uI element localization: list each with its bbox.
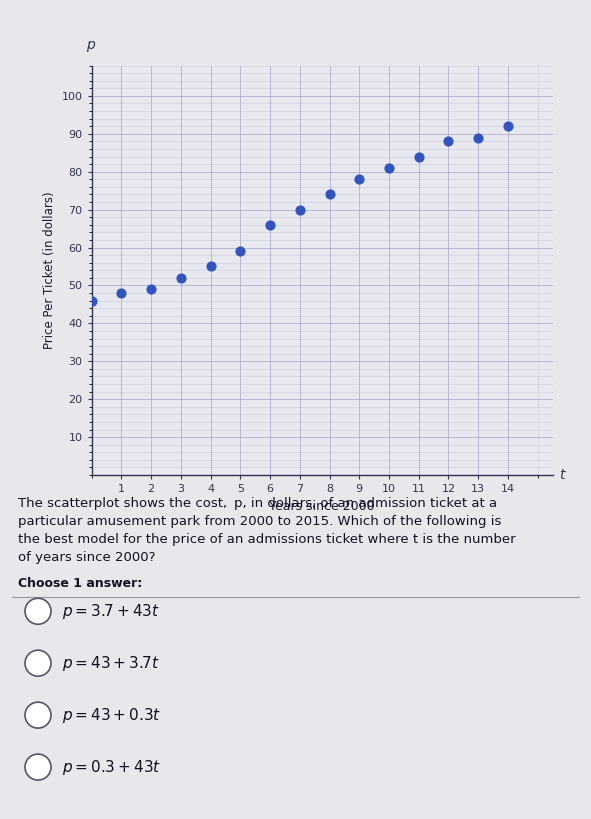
Text: $p = 43 + 0.3t$: $p = 43 + 0.3t$ — [62, 706, 161, 725]
Point — [87, 294, 96, 307]
Point — [295, 203, 304, 216]
Text: $p = 0.3 + 43t$: $p = 0.3 + 43t$ — [62, 758, 161, 776]
Circle shape — [25, 598, 51, 624]
Point — [147, 283, 156, 296]
Text: of years since 2000?: of years since 2000? — [18, 551, 155, 564]
X-axis label: Years since 2000: Years since 2000 — [269, 500, 375, 513]
Text: $p = 43 + 3.7t$: $p = 43 + 3.7t$ — [62, 654, 160, 672]
Text: the best model for the price of an admissions ticket where t is the number: the best model for the price of an admis… — [18, 533, 515, 546]
Circle shape — [25, 650, 51, 676]
Point — [325, 188, 335, 201]
Y-axis label: Price Per Ticket (in dollars): Price Per Ticket (in dollars) — [43, 192, 56, 349]
Text: C: C — [34, 710, 42, 720]
Text: particular amusement park from 2000 to 2015. Which of the following is: particular amusement park from 2000 to 2… — [18, 515, 501, 528]
Text: $t$: $t$ — [558, 468, 566, 482]
Point — [355, 173, 364, 186]
Text: A: A — [34, 606, 42, 616]
Text: Choose 1 answer:: Choose 1 answer: — [18, 577, 142, 590]
Point — [384, 161, 394, 174]
Point — [504, 120, 513, 133]
Point — [206, 260, 215, 273]
Point — [236, 245, 245, 258]
Circle shape — [25, 702, 51, 728]
Point — [414, 150, 424, 163]
Point — [265, 218, 275, 231]
Point — [444, 135, 453, 148]
Point — [176, 271, 186, 284]
Text: B: B — [34, 658, 42, 668]
Text: $p = 3.7 + 43t$: $p = 3.7 + 43t$ — [62, 602, 160, 621]
Point — [473, 131, 483, 144]
Text: $p$: $p$ — [86, 39, 97, 54]
Text: The scatterplot shows the cost,  p, in dollars, of an admission ticket at a: The scatterplot shows the cost, p, in do… — [18, 497, 497, 510]
Text: D: D — [34, 762, 42, 772]
Point — [116, 287, 126, 300]
Circle shape — [25, 754, 51, 780]
